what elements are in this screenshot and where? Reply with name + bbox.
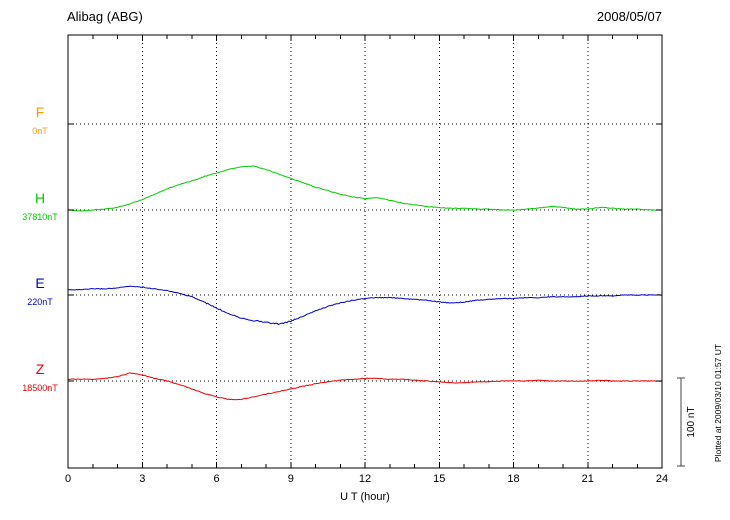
x-tick-label: 3 xyxy=(139,473,146,485)
plotted-at-note: Plotted at 2009/03/10 01:57 UT xyxy=(713,343,723,463)
x-tick-label: 24 xyxy=(655,473,669,485)
component-label-F: F xyxy=(35,104,45,120)
component-baseline-F: 0nT xyxy=(32,126,48,136)
trace-E xyxy=(67,285,663,326)
x-tick-label: 21 xyxy=(581,473,594,485)
trace-H xyxy=(67,165,662,212)
x-tick-label: 18 xyxy=(507,473,520,485)
component-baseline-Z: 18500nT xyxy=(22,383,58,393)
component-baseline-E: 220nT xyxy=(27,297,53,307)
station-title: Alibag (ABG) xyxy=(67,9,143,24)
x-tick-label: 0 xyxy=(64,473,72,485)
x-axis-title: U T (hour) xyxy=(340,491,390,503)
component-label-E: E xyxy=(35,275,45,291)
x-tick-label: 6 xyxy=(213,473,220,485)
component-label-H: H xyxy=(34,190,46,206)
date-label: 2008/05/07 xyxy=(596,9,662,24)
x-tick-label: 15 xyxy=(433,473,446,485)
component-baseline-H: 37810nT xyxy=(22,212,58,222)
x-tick-label: 9 xyxy=(287,473,294,485)
component-label-Z: Z xyxy=(35,361,45,377)
x-tick-label: 12 xyxy=(358,473,372,485)
trace-Z xyxy=(67,372,663,401)
scale-bar-label: 100 nT xyxy=(686,406,697,438)
